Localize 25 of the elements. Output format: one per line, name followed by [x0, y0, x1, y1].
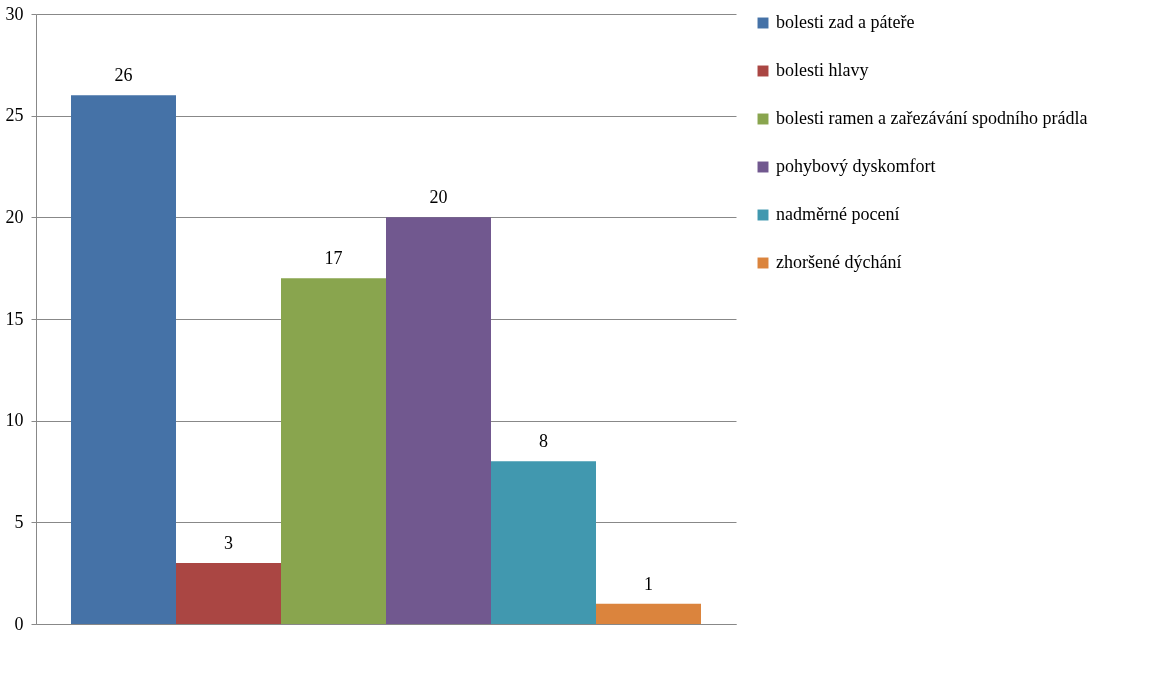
data-label: 1: [644, 573, 653, 594]
legend-label: pohybový dyskomfort: [776, 156, 936, 176]
data-label: 20: [429, 187, 448, 208]
data-label: 17: [324, 248, 343, 269]
y-tick-label: 10: [5, 410, 24, 431]
y-tick-label: 15: [5, 308, 24, 329]
legend-label: bolesti zad a páteře: [776, 12, 915, 32]
legend-label: bolesti ramen a zařezávání spodního prádla: [776, 108, 1088, 128]
data-label: 3: [224, 533, 233, 553]
bar: [596, 603, 701, 624]
y-tick-label: 25: [5, 105, 24, 126]
y-tick-label: 20: [5, 206, 24, 227]
bar: [176, 563, 281, 624]
data-label: 26: [114, 65, 133, 86]
legend-label: bolesti hlavy: [776, 60, 869, 80]
bar: [281, 278, 386, 624]
bar: [386, 217, 491, 624]
y-tick-label: 5: [14, 511, 24, 532]
y-tick-label: 0: [14, 613, 24, 634]
legend-label: nadměrné pocení: [776, 204, 900, 224]
data-label: 8: [539, 431, 548, 452]
y-tick-label: 30: [5, 3, 24, 24]
legend-label: zhoršené dýchání: [776, 252, 902, 272]
bar: [491, 461, 596, 624]
bar: [71, 95, 176, 624]
